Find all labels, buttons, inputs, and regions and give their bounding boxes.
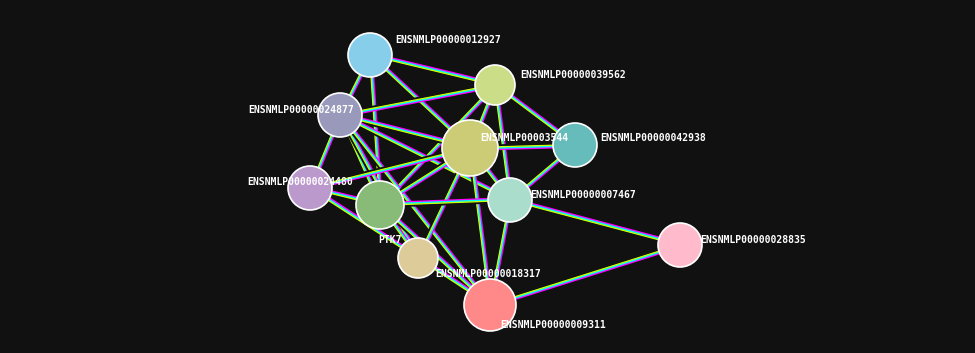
Ellipse shape <box>398 238 438 278</box>
Ellipse shape <box>475 65 515 105</box>
Ellipse shape <box>553 123 597 167</box>
Ellipse shape <box>288 166 332 210</box>
Text: ENSNMLP00000009311: ENSNMLP00000009311 <box>500 320 605 330</box>
Text: ENSNMLP00000018317: ENSNMLP00000018317 <box>435 269 541 279</box>
Text: ENSNMLP00000028835: ENSNMLP00000028835 <box>700 235 805 245</box>
Text: ENSNMLP00000024877: ENSNMLP00000024877 <box>248 105 354 115</box>
Ellipse shape <box>348 33 392 77</box>
Ellipse shape <box>442 120 498 176</box>
Ellipse shape <box>658 223 702 267</box>
Text: ENSNMLP00000007467: ENSNMLP00000007467 <box>530 190 636 200</box>
Text: ENSNMLP00000039562: ENSNMLP00000039562 <box>520 70 626 80</box>
Text: ENSNMLP00003544: ENSNMLP00003544 <box>480 133 568 143</box>
Ellipse shape <box>488 178 532 222</box>
Text: ENSNMLP00000042938: ENSNMLP00000042938 <box>600 133 706 143</box>
Ellipse shape <box>356 181 404 229</box>
Text: ENSNMLP00000024480: ENSNMLP00000024480 <box>247 177 353 187</box>
Text: PTK7: PTK7 <box>378 235 402 245</box>
Ellipse shape <box>464 279 516 331</box>
Ellipse shape <box>318 93 362 137</box>
Text: ENSNMLP00000012927: ENSNMLP00000012927 <box>395 35 501 45</box>
